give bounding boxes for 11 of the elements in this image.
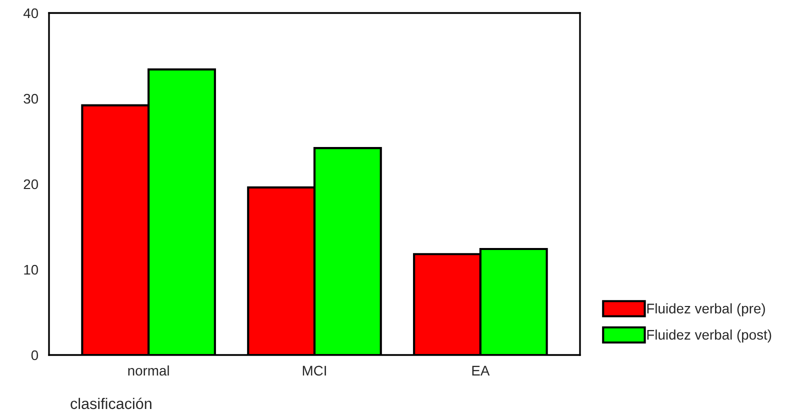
y-tick-label: 20 <box>24 179 38 190</box>
y-tick-label: 10 <box>24 264 38 275</box>
x-tick-label: EA <box>472 366 490 376</box>
x-axis-title: clasificación <box>70 398 152 410</box>
x-tick-label: MCI <box>302 366 326 376</box>
y-tick-label: 40 <box>23 8 38 18</box>
legend-label: Fluidez verbal (pre) <box>647 303 765 316</box>
y-tick-label: 0 <box>31 350 38 360</box>
y-tick-label: 30 <box>24 94 38 104</box>
legend-label: Fluidez verbal (post) <box>647 330 772 342</box>
x-tick-label: normal <box>128 365 169 376</box>
